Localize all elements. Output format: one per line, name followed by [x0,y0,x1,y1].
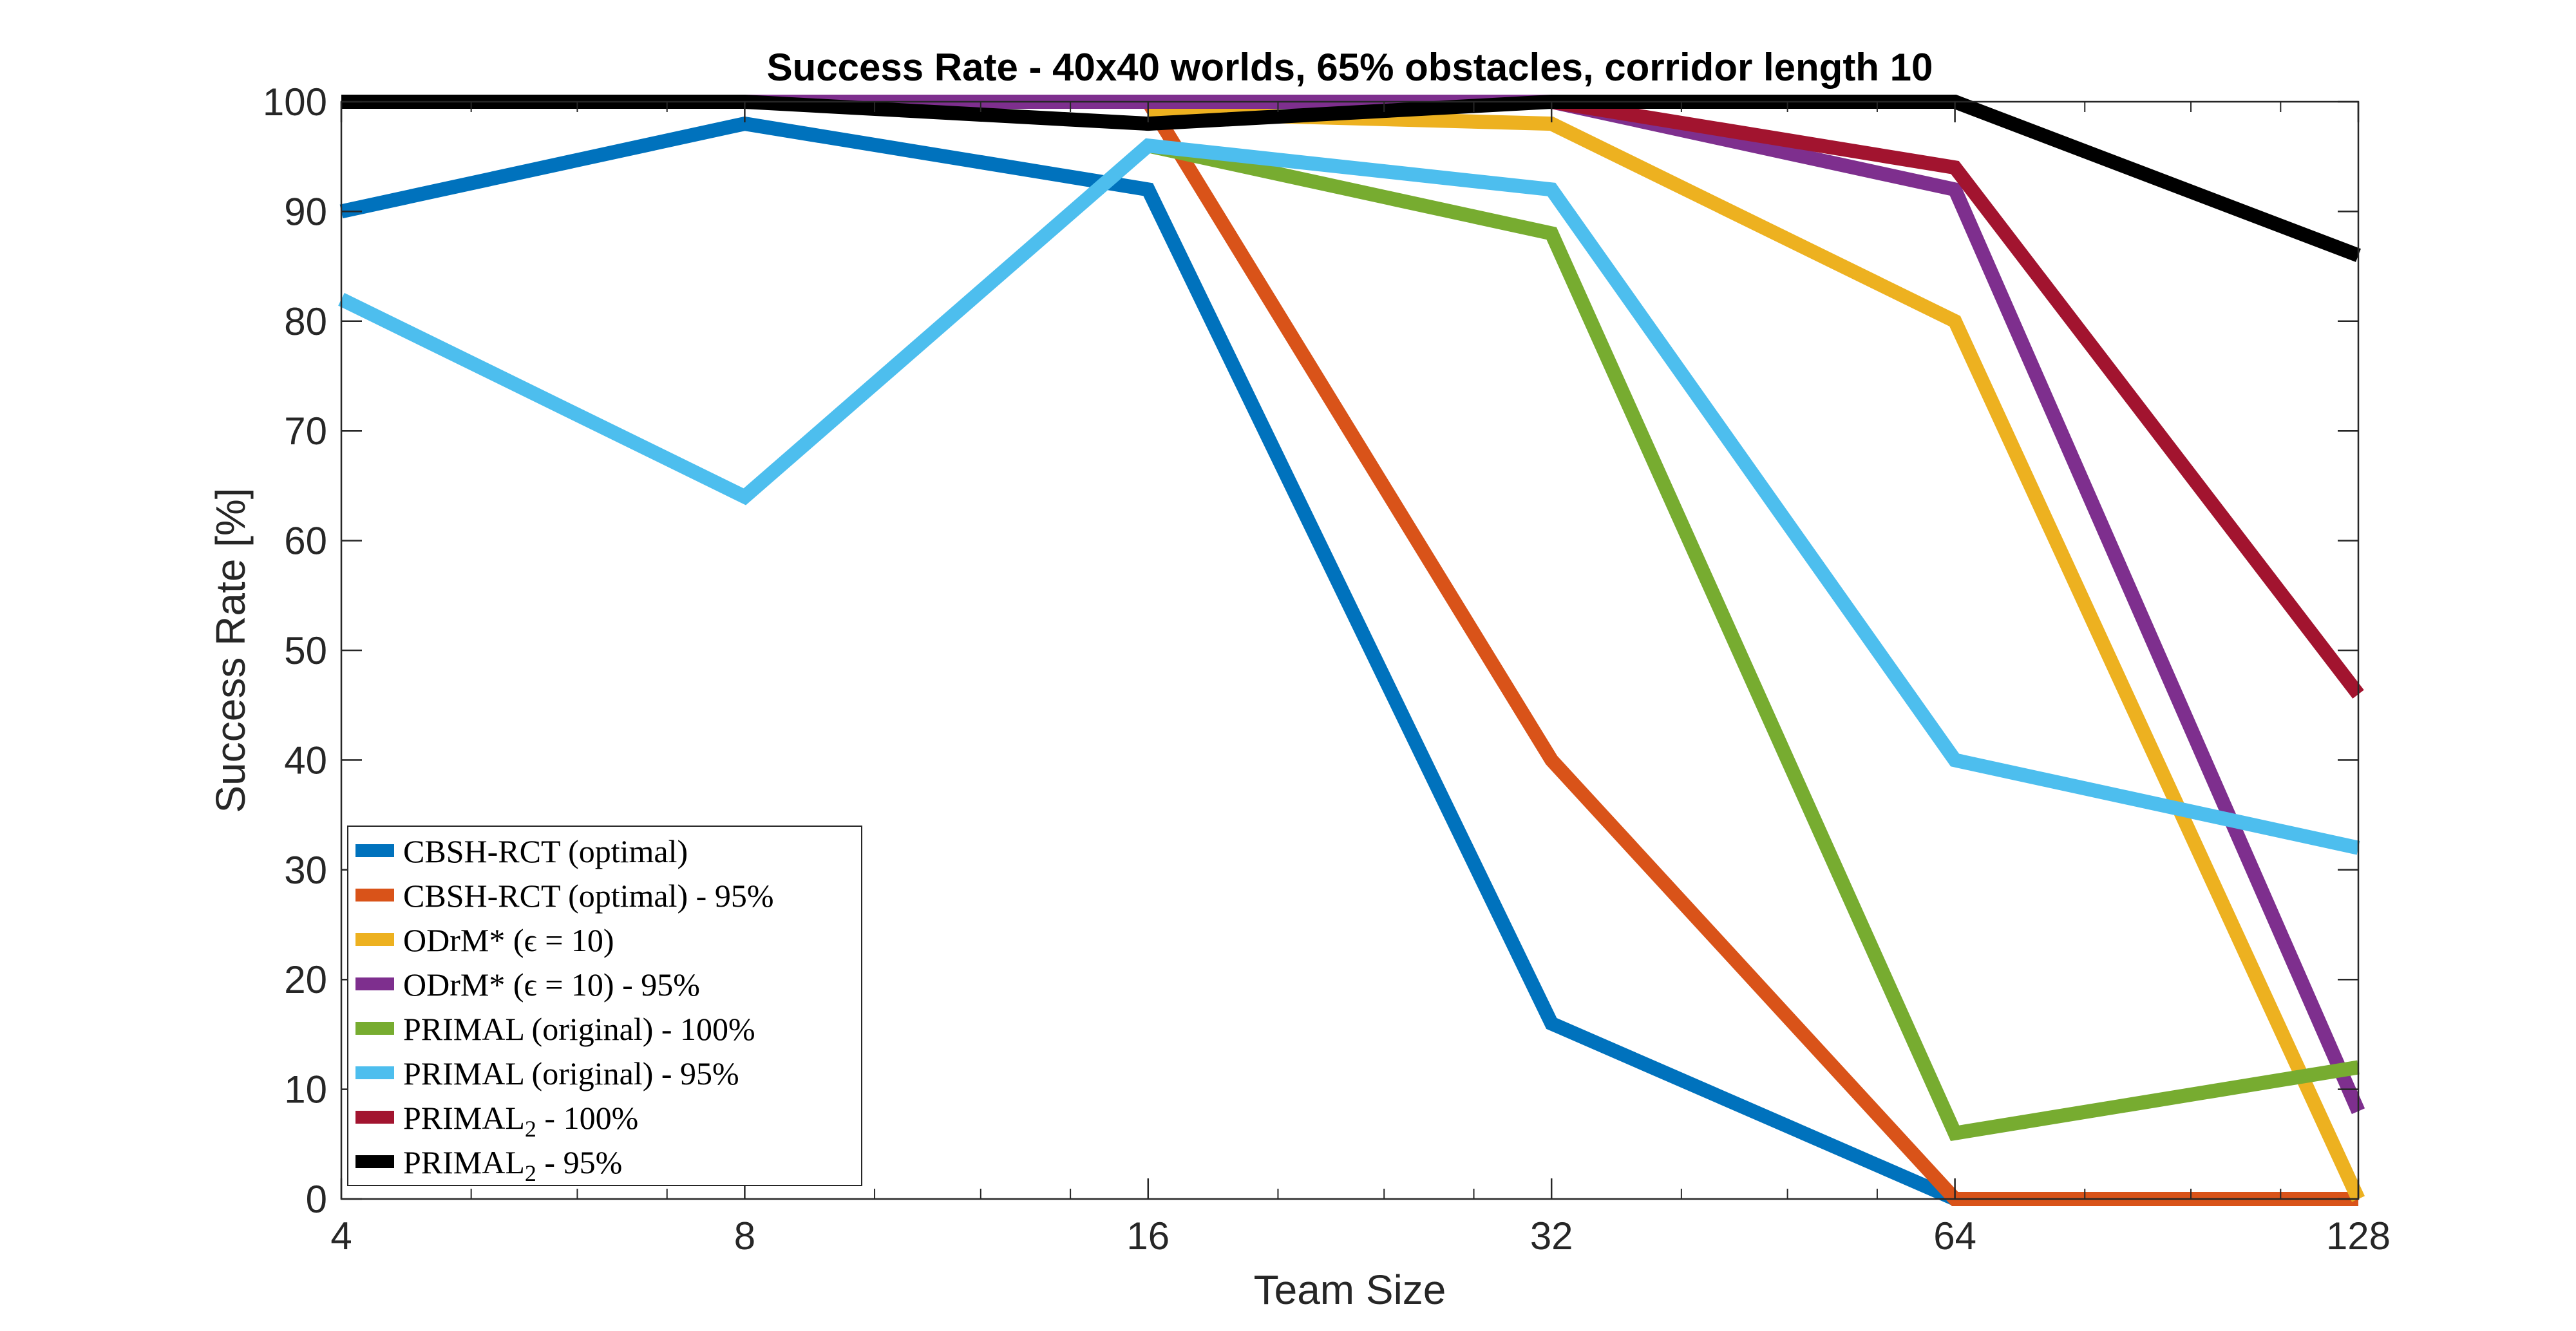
x-tick-label: 16 [1126,1214,1170,1258]
series-line-6 [338,138,2360,855]
legend-label: CBSH-RCT (optimal) [403,833,688,869]
series-line-7 [1550,95,2364,699]
y-axis-label: Success Rate [%] [207,487,254,813]
y-tick-label: 30 [284,849,327,892]
y-tick-label: 60 [284,520,327,563]
y-tick-label: 40 [284,739,327,782]
y-tick-label: 80 [284,300,327,343]
legend-label: ODrM* (ϵ = 10) [403,922,614,958]
legend-label: PRIMAL2 - 95% [403,1144,622,1186]
legend-label: PRIMAL (original) - 95% [403,1055,739,1091]
x-axis-label: Team Size [1254,1267,1446,1313]
legend-label: PRIMAL (original) - 100% [403,1011,755,1047]
x-tick-label: 128 [2326,1214,2391,1258]
y-tick-label: 0 [306,1178,327,1221]
x-tick-label: 4 [330,1214,352,1258]
legend-box [347,826,862,1186]
y-tick-label: 70 [284,410,327,453]
series-line-1 [339,116,1958,1206]
legend: CBSH-RCT (optimal) CBSH-RCT (optimal) - 9… [347,826,862,1186]
y-tick-label: 50 [284,629,327,672]
y-tick-label: 10 [284,1068,327,1111]
y-tick-label: 90 [284,190,327,233]
x-tick-label: 8 [734,1214,755,1258]
x-tick-label: 64 [1933,1214,1976,1258]
chart-title: Success Rate - 40x40 worlds, 65% obstacl… [767,46,1933,89]
legend-label: ODrM* (ϵ = 10) - 95% [403,967,700,1003]
series-line-5 [1146,138,2360,1142]
legend-label: PRIMAL2 - 100% [403,1100,638,1142]
x-tick-label: 32 [1530,1214,1573,1258]
y-tick-label: 100 [263,80,327,124]
y-tick-label: 20 [284,958,327,1001]
legend-label: CBSH-RCT (optimal) - 95% [403,878,773,914]
